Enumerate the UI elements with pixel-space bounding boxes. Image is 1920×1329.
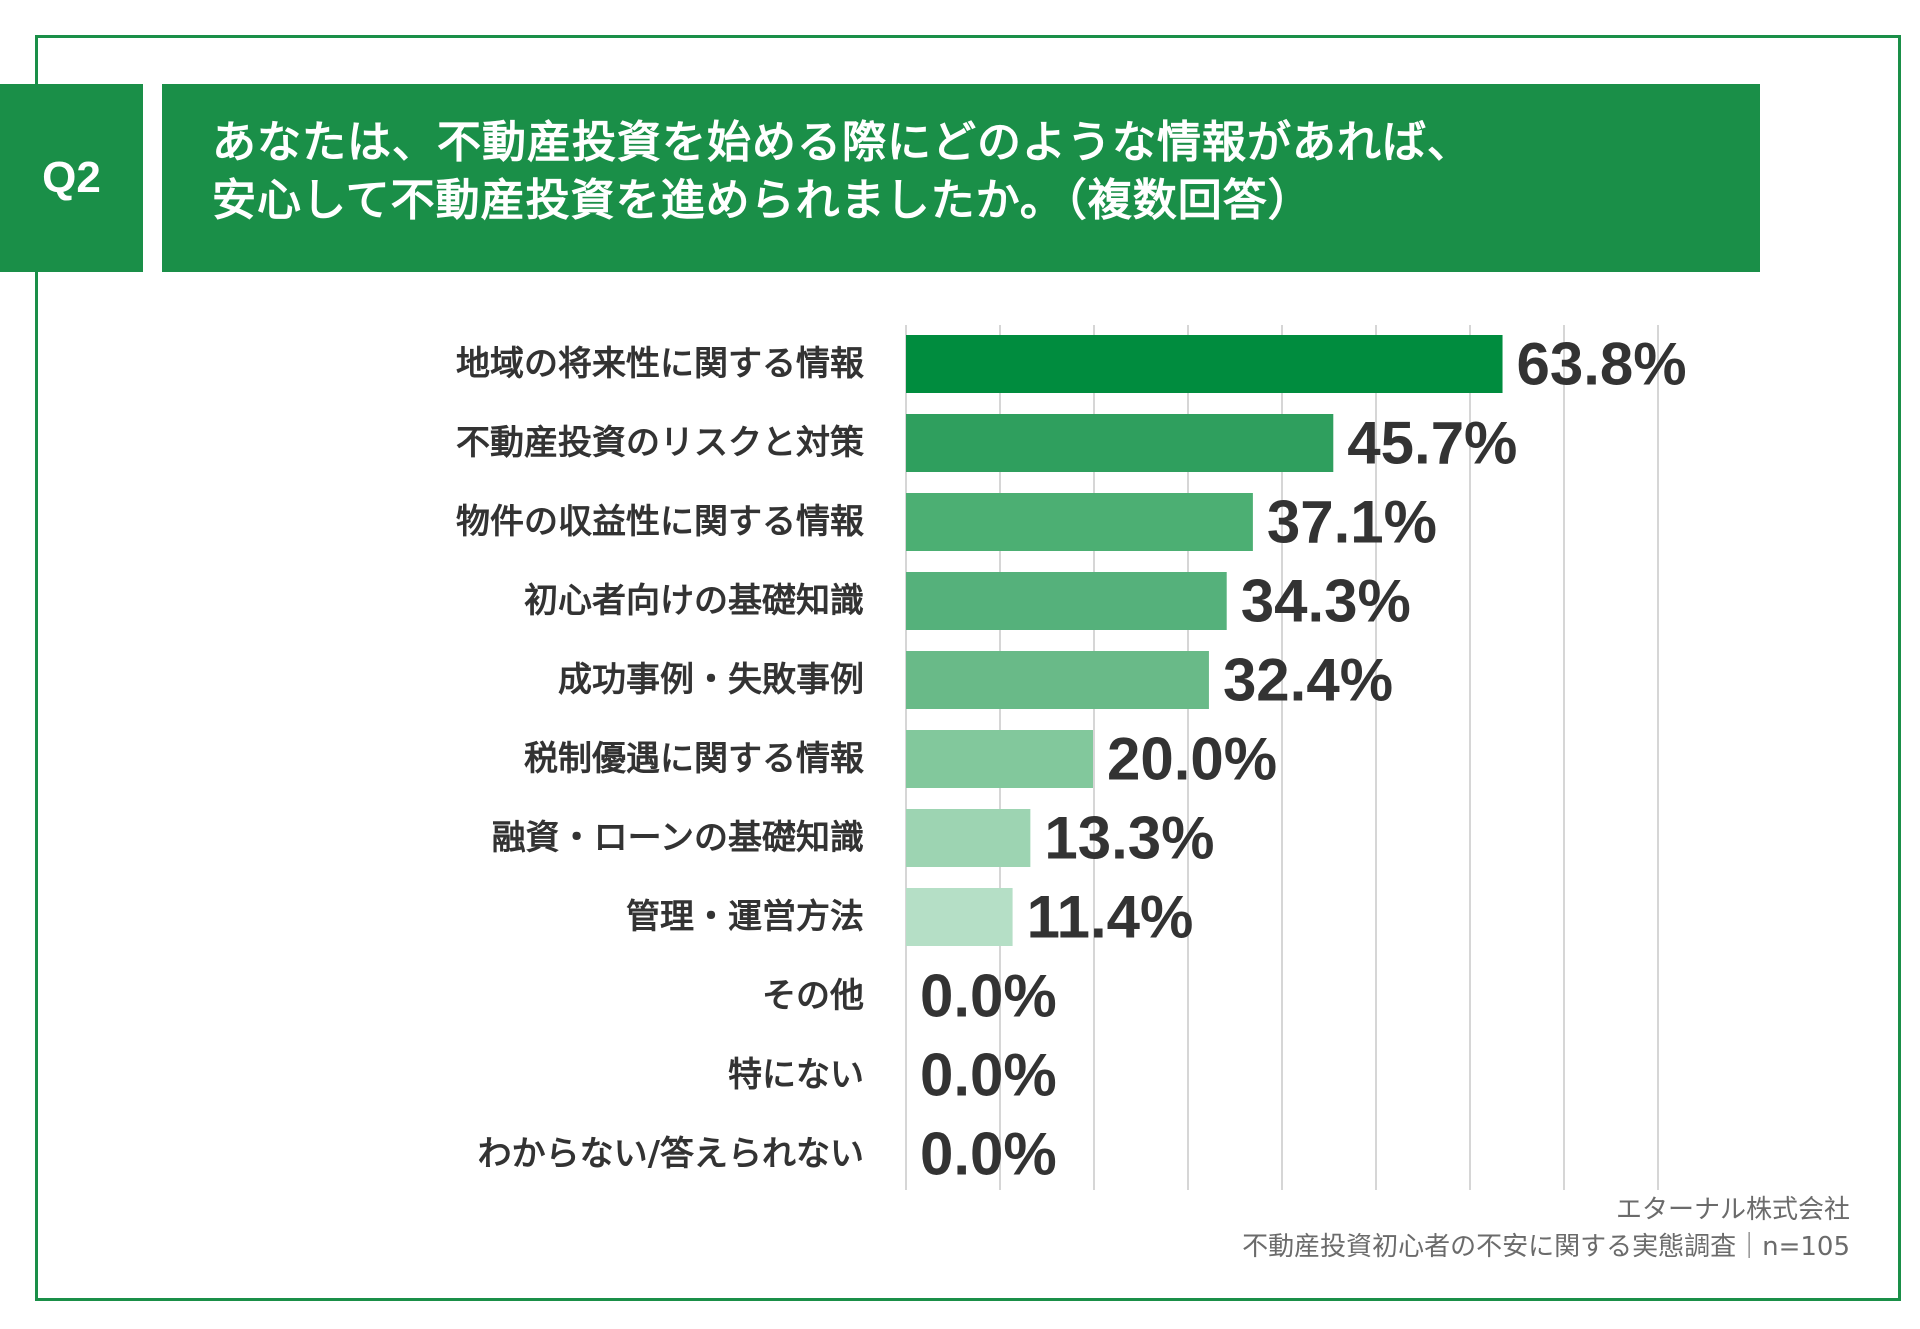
value-label: 13.3% <box>1044 805 1214 872</box>
bar <box>906 572 1227 630</box>
bar <box>906 651 1209 709</box>
bar <box>906 730 1093 788</box>
category-label: その他 <box>762 976 864 1016</box>
question-text-line1: あなたは、不動産投資を始める際にどのような情報があれば、 <box>212 117 1472 168</box>
question-number: Q2 <box>42 153 101 202</box>
category-label: わからない/答えられない <box>478 1134 864 1174</box>
category-label: 特にない <box>728 1055 864 1095</box>
category-label: 不動産投資のリスクと対策 <box>456 423 864 463</box>
value-label: 37.1% <box>1267 489 1437 556</box>
category-label: 成功事例・失敗事例 <box>558 660 864 700</box>
category-label: 管理・運営方法 <box>626 897 864 937</box>
chart-frame <box>35 35 1901 1301</box>
category-label: 融資・ローンの基礎知識 <box>492 818 864 858</box>
bar <box>906 888 1013 946</box>
question-header: あなたは、不動産投資を始める際にどのような情報があれば、 安心して不動産投資を進… <box>162 84 1760 272</box>
value-label: 34.3% <box>1241 568 1411 635</box>
bar <box>906 809 1031 867</box>
bar <box>906 493 1253 551</box>
question-text-line2: 安心して不動産投資を進められましたか。（複数回答） <box>212 175 1313 226</box>
value-label: 45.7% <box>1347 410 1517 477</box>
category-label: 物件の収益性に関する情報 <box>456 502 864 542</box>
category-label: 初心者向けの基礎知識 <box>524 581 864 621</box>
question-number-badge: Q2 <box>0 84 143 272</box>
category-label: 税制優遇に関する情報 <box>524 739 864 779</box>
bar <box>906 414 1334 472</box>
value-label: 63.8% <box>1517 331 1687 398</box>
value-label: 0.0% <box>920 1121 1057 1188</box>
source-survey: 不動産投資初心者の不安に関する実態調査｜n=105 <box>1242 1232 1850 1262</box>
value-label: 20.0% <box>1107 726 1277 793</box>
source-company: エターナル株式会社 <box>1615 1195 1850 1225</box>
value-label: 0.0% <box>920 963 1057 1030</box>
value-label: 11.4% <box>1027 884 1194 951</box>
value-label: 0.0% <box>920 1042 1057 1109</box>
source-note: エターナル株式会社 不動産投資初心者の不安に関する実態調査｜n=105 <box>1242 1192 1850 1266</box>
bar <box>906 335 1503 393</box>
category-label: 地域の将来性に関する情報 <box>456 344 864 384</box>
value-label: 32.4% <box>1223 647 1393 714</box>
